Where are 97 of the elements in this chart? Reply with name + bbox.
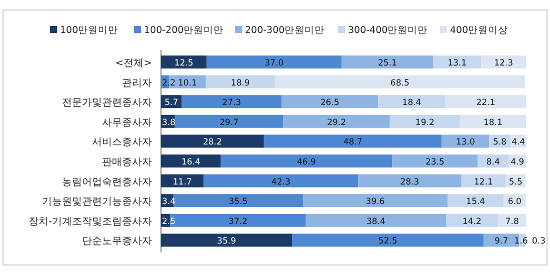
data-label: 8.4	[486, 158, 500, 168]
bar	[174, 114, 284, 128]
bar	[206, 75, 275, 88]
bar	[161, 154, 221, 168]
data-label: 18.4	[402, 98, 422, 108]
legend-label: 400만원이상	[450, 25, 508, 36]
legend-label: 100-200만원미만	[144, 25, 224, 36]
data-label: 35.5	[228, 197, 248, 208]
data-label: 29.2	[327, 118, 346, 128]
data-label: 28.2	[202, 138, 222, 148]
bar	[302, 194, 448, 208]
bar	[446, 214, 498, 227]
bar	[283, 114, 390, 128]
bar	[306, 214, 446, 227]
data-label: 23.5	[425, 158, 444, 168]
y-tick-label: 장치-기계조작및조립종사자	[28, 216, 152, 228]
y-tick-label: 전문가및관련종사자	[62, 98, 152, 109]
bar	[433, 56, 482, 68]
bar	[182, 95, 282, 108]
data-label: 14.2	[462, 216, 482, 227]
data-label: 12.3	[494, 58, 514, 68]
legend-label: 100만원미만	[60, 25, 118, 36]
bar	[220, 154, 392, 168]
bar	[274, 75, 525, 88]
bar	[460, 114, 526, 128]
data-label: 18.9	[230, 78, 250, 88]
bar	[378, 95, 446, 108]
data-label: 35.9	[217, 236, 236, 247]
data-label: 2.2	[162, 78, 176, 88]
data-label: 42.3	[271, 177, 290, 188]
data-label: 6.0	[508, 197, 522, 208]
data-label: 13.1	[448, 58, 467, 68]
data-label: 18.1	[484, 118, 502, 128]
data-label: 68.5	[390, 78, 410, 88]
y-tick-label: 판매종사자	[102, 157, 152, 168]
data-label: 37.0	[264, 58, 284, 68]
data-label: 11.7	[172, 177, 192, 188]
data-label: 3.4	[162, 197, 176, 208]
bar	[498, 214, 526, 227]
bar	[481, 56, 526, 68]
bar	[392, 154, 478, 168]
data-label: 27.3	[222, 98, 242, 108]
data-label: 28.3	[400, 177, 420, 188]
y-tick-label: 기능원및관련기능종사자	[42, 196, 152, 208]
y-tick-label: 단순노무종사자	[82, 236, 152, 248]
data-label: 5.7	[164, 98, 178, 108]
bar	[173, 194, 303, 208]
y-tick-label: 서비스종사자	[92, 137, 152, 148]
y-tick-label: 관리자	[122, 78, 152, 89]
data-label: 5.8	[492, 138, 506, 148]
bar	[281, 95, 378, 108]
data-label: 10.1	[178, 78, 197, 88]
bar	[161, 234, 292, 247]
bar	[161, 56, 207, 68]
bar	[461, 174, 506, 188]
data-label: 22.1	[476, 98, 496, 108]
data-label: 37.2	[228, 216, 248, 227]
data-label: 38.4	[366, 216, 386, 227]
bar	[448, 194, 504, 208]
bar	[292, 234, 484, 247]
data-label: 15.4	[466, 197, 486, 208]
data-label: 12.5	[174, 58, 194, 68]
bar	[358, 174, 462, 188]
bar	[264, 134, 442, 148]
bar	[206, 56, 342, 68]
data-label: 5.5	[508, 177, 522, 188]
data-label: 2.5	[162, 216, 176, 227]
data-label: 52.5	[378, 236, 398, 247]
legend-label: 300-400만원미만	[348, 25, 428, 36]
data-label: 26.5	[320, 98, 340, 108]
data-label: 25.1	[378, 58, 397, 68]
data-label: 12.1	[474, 177, 493, 188]
data-label: 16.4	[181, 158, 200, 168]
data-label: 0.3	[532, 236, 546, 247]
data-label: 19.2	[415, 118, 434, 128]
bar	[342, 56, 434, 68]
data-label: 4.4	[512, 138, 526, 148]
data-label: 29.7	[220, 118, 239, 128]
y-tick-label: <전체>	[115, 58, 152, 69]
data-label: 1.6	[514, 236, 528, 247]
y-tick-label: 농림어업숙련종사자	[62, 176, 152, 188]
data-label: 7.8	[505, 216, 519, 227]
bar	[161, 174, 204, 188]
legend-label: 200-300만원미만	[245, 25, 325, 36]
data-label: 3.8	[162, 118, 176, 128]
data-label: 39.6	[366, 197, 385, 208]
data-label: 13.0	[456, 138, 475, 148]
data-label: 48.7	[343, 138, 362, 148]
bar	[442, 134, 490, 148]
bar	[161, 134, 264, 148]
bar	[445, 95, 526, 108]
data-label: 9.7	[494, 236, 508, 247]
data-label: 4.9	[510, 158, 524, 168]
y-tick-label: 사무종사자	[102, 117, 152, 128]
data-label: 46.9	[296, 158, 316, 168]
bar	[390, 114, 460, 128]
bar	[204, 174, 358, 188]
